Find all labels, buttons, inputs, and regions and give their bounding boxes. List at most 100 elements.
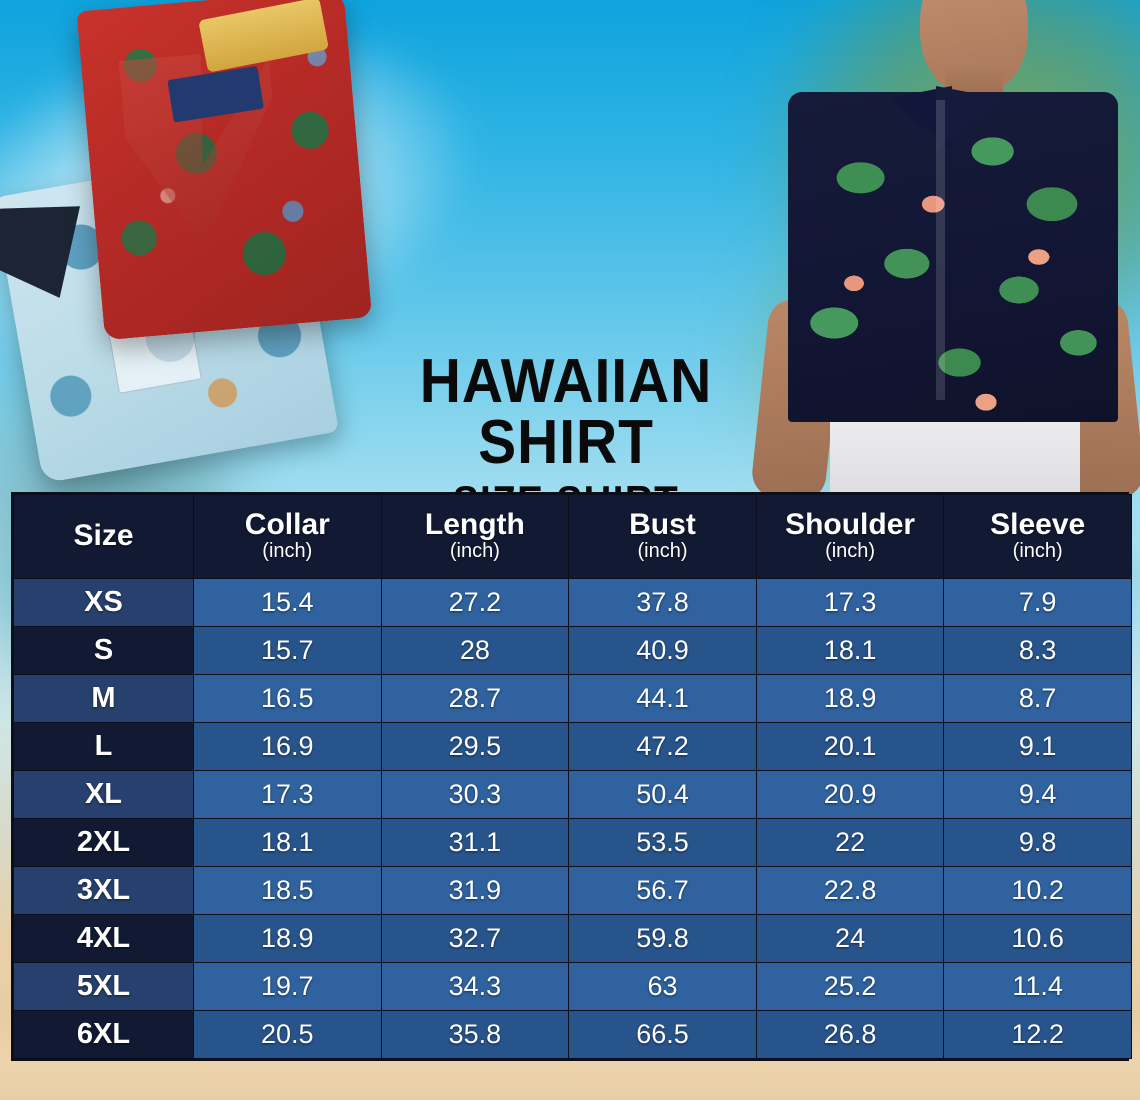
column-header-unit: (inch) [1012, 540, 1063, 563]
column-header-shoulder: Shoulder (inch) [755, 494, 945, 579]
measurement-cell-sleeve: 9.1 [943, 722, 1132, 771]
measurement-cell-bust: 44.1 [568, 674, 757, 723]
column-header-label: Sleeve [990, 507, 1086, 541]
measurement-cell-sleeve: 7.9 [943, 578, 1132, 627]
measurement-cell-sleeve: 10.2 [943, 866, 1132, 915]
measurement-cell-bust: 50.4 [568, 770, 757, 819]
model-photo [740, 0, 1140, 500]
red-shirt-collar-icon [118, 48, 284, 252]
column-header-unit: (inch) [637, 540, 688, 563]
measurement-cell-bust: 63 [568, 962, 757, 1011]
measurement-cell-collar: 15.4 [193, 578, 382, 627]
measurement-cell-collar: 16.5 [193, 674, 382, 723]
measurement-cell-length: 28 [380, 626, 570, 675]
page-title: HAWAIIAN SHIRT [419, 347, 713, 477]
measurement-cell-collar: 16.9 [193, 722, 382, 771]
column-header-sleeve: Sleeve (inch) [943, 494, 1132, 579]
size-label-cell: L [13, 722, 194, 771]
measurement-cell-sleeve: 9.4 [943, 770, 1132, 819]
table-header-row: Size Collar (inch) Length (inch) Bust (inch) Sh… [13, 494, 1132, 579]
measurement-cell-length: 34.3 [380, 962, 570, 1011]
measurement-cell-shoulder: 17.3 [755, 578, 945, 627]
measurement-cell-length: 31.1 [380, 818, 570, 867]
measurement-cell-collar: 15.7 [193, 626, 382, 675]
size-label-cell: 3XL [13, 866, 194, 915]
size-label-cell: 5XL [13, 962, 194, 1011]
measurement-cell-sleeve: 10.6 [943, 914, 1132, 963]
measurement-cell-collar: 20.5 [193, 1010, 382, 1059]
table-row: 4XL 18.9 32.7 59.8 24 10.6 [13, 914, 1132, 963]
measurement-cell-shoulder: 22.8 [755, 866, 945, 915]
table-row: XL 17.3 30.3 50.4 20.9 9.4 [13, 770, 1132, 819]
column-header-unit: (inch) [262, 540, 313, 563]
table-row: 3XL 18.5 31.9 56.7 22.8 10.2 [13, 866, 1132, 915]
measurement-cell-shoulder: 20.1 [755, 722, 945, 771]
column-header-collar: Collar (inch) [193, 494, 382, 579]
measurement-cell-length: 30.3 [380, 770, 570, 819]
table-row: M 16.5 28.7 44.1 18.9 8.7 [13, 674, 1132, 723]
size-label-cell: M [13, 674, 194, 723]
size-chart-table: Size Collar (inch) Length (inch) Bust (inch) Sh… [13, 494, 1132, 1059]
column-header-unit: (inch) [449, 540, 500, 563]
measurement-cell-collar: 18.5 [193, 866, 382, 915]
size-label-cell: XS [13, 578, 194, 627]
measurement-cell-length: 28.7 [380, 674, 570, 723]
measurement-cell-bust: 66.5 [568, 1010, 757, 1059]
column-header-label: Length [424, 507, 525, 541]
measurement-cell-shoulder: 25.2 [755, 962, 945, 1011]
measurement-cell-length: 31.9 [380, 866, 570, 915]
column-header-bust: Bust (inch) [568, 494, 757, 579]
table-row: 5XL 19.7 34.3 63 25.2 11.4 [13, 962, 1132, 1011]
size-chart-table-head: Size Collar (inch) Length (inch) Bust (inch) Sh… [13, 494, 1132, 579]
measurement-cell-shoulder: 22 [755, 818, 945, 867]
measurement-cell-bust: 40.9 [568, 626, 757, 675]
measurement-cell-shoulder: 20.9 [755, 770, 945, 819]
red-hawaiian-shirt-icon [76, 0, 373, 341]
measurement-cell-length: 35.8 [380, 1010, 570, 1059]
measurement-cell-sleeve: 8.3 [943, 626, 1132, 675]
blue-shirt-collar-icon [0, 195, 95, 308]
table-row: 2XL 18.1 31.1 53.5 22 9.8 [13, 818, 1132, 867]
column-header-unit: (inch) [825, 540, 876, 563]
size-label-cell: 2XL [13, 818, 194, 867]
measurement-cell-sleeve: 11.4 [943, 962, 1132, 1011]
model-shirt-placket-icon [936, 100, 945, 400]
measurement-cell-bust: 59.8 [568, 914, 757, 963]
measurement-cell-collar: 18.1 [193, 818, 382, 867]
measurement-cell-length: 29.5 [380, 722, 570, 771]
measurement-cell-bust: 53.5 [568, 818, 757, 867]
table-row: XS 15.4 27.2 37.8 17.3 7.9 [13, 578, 1132, 627]
measurement-cell-bust: 37.8 [568, 578, 757, 627]
measurement-cell-collar: 19.7 [193, 962, 382, 1011]
measurement-cell-sleeve: 9.8 [943, 818, 1132, 867]
measurement-cell-length: 32.7 [380, 914, 570, 963]
navy-flamingo-shirt-icon [788, 92, 1118, 422]
column-header-label: Shoulder [785, 507, 916, 541]
column-header-label: Collar [244, 507, 330, 541]
size-label-cell: XL [13, 770, 194, 819]
size-chart-table-wrapper: Size Collar (inch) Length (inch) Bust (inch) Sh… [11, 492, 1132, 1061]
measurement-cell-sleeve: 12.2 [943, 1010, 1132, 1059]
measurement-cell-bust: 56.7 [568, 866, 757, 915]
column-header-size: Size [13, 494, 194, 579]
measurement-cell-shoulder: 18.1 [755, 626, 945, 675]
measurement-cell-shoulder: 24 [755, 914, 945, 963]
measurement-cell-collar: 18.9 [193, 914, 382, 963]
measurement-cell-bust: 47.2 [568, 722, 757, 771]
measurement-cell-shoulder: 18.9 [755, 674, 945, 723]
column-header-label: Size [73, 518, 134, 552]
size-label-cell: 6XL [13, 1010, 194, 1059]
measurement-cell-collar: 17.3 [193, 770, 382, 819]
column-header-label: Bust [629, 507, 696, 541]
measurement-cell-sleeve: 8.7 [943, 674, 1132, 723]
table-row: S 15.7 28 40.9 18.1 8.3 [13, 626, 1132, 675]
table-row: 6XL 20.5 35.8 66.5 26.8 12.2 [13, 1010, 1132, 1059]
size-chart-table-body: XS 15.4 27.2 37.8 17.3 7.9 S 15.7 28 40.9 18.1 8.3 M… [13, 578, 1132, 1059]
size-label-cell: 4XL [13, 914, 194, 963]
size-label-cell: S [13, 626, 194, 675]
table-row: L 16.9 29.5 47.2 20.1 9.1 [13, 722, 1132, 771]
column-header-length: Length (inch) [380, 494, 570, 579]
measurement-cell-shoulder: 26.8 [755, 1010, 945, 1059]
measurement-cell-length: 27.2 [380, 578, 570, 627]
